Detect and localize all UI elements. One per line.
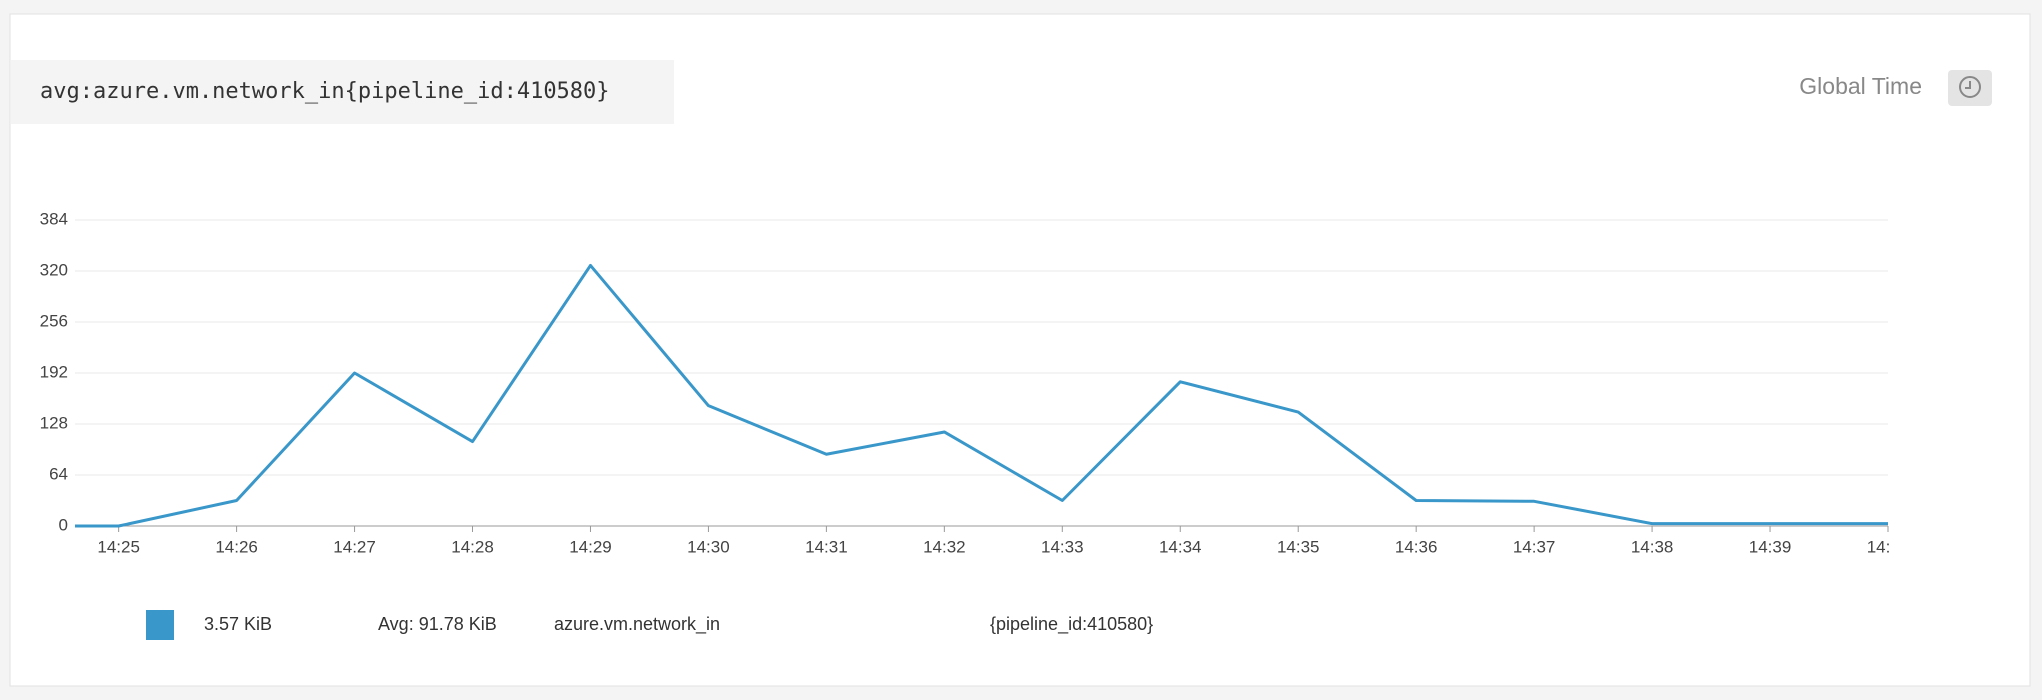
x-tick-label: 14:25 [97, 537, 140, 556]
x-tick-label: 14:34 [1159, 537, 1202, 556]
y-tick-label: 256 [40, 311, 68, 330]
x-tick-label: 14:36 [1395, 537, 1438, 556]
x-tick-label: 14:39 [1749, 537, 1792, 556]
x-tick-label: 14:32 [923, 537, 966, 556]
x-tick-label: 14:35 [1277, 537, 1320, 556]
x-tick-label: 14:31 [805, 537, 848, 556]
y-tick-label: 0 [59, 515, 68, 534]
series-line [75, 263, 1888, 528]
x-tick-label: 14:27 [333, 537, 376, 556]
legend-last: 3.57 KiB [204, 614, 272, 634]
x-tick-label: 14:33 [1041, 537, 1084, 556]
global-time[interactable]: Global Time [1799, 73, 1922, 99]
card [9, 13, 2031, 687]
legend-metric: azure.vm.network_in [554, 614, 720, 635]
x-tick-label: 14:29 [569, 537, 612, 556]
x-tick-label: 14:30 [687, 537, 730, 556]
y-tick-label: 64 [49, 464, 68, 483]
x-tick-label: 14:38 [1631, 537, 1674, 556]
y-tick-label: 128 [40, 413, 68, 432]
query-box [11, 60, 674, 124]
x-tick-label: 14:28 [451, 537, 494, 556]
query: avg:azure.vm.network_in{pipeline_id:4105… [40, 79, 610, 104]
legend-avg: Avg: 91.78 KiB [378, 614, 497, 634]
y-tick-label: 192 [40, 362, 68, 381]
y-tick-label: 384 [40, 209, 68, 228]
x-tick-label: 14:37 [1513, 537, 1556, 556]
legend-tags: {pipeline_id:410580} [990, 614, 1153, 635]
y-tick-label: 320 [40, 260, 68, 279]
clock-button[interactable] [1948, 70, 1992, 106]
x-tick-label: 14:26 [215, 537, 258, 556]
x-ticks: 14:25 14:26 14:27 14:28 14:29 14:30 14:31 14:32… [97, 526, 1910, 556]
legend-swatch [146, 610, 174, 640]
x-tick-label: 14:40 [1867, 537, 1910, 556]
